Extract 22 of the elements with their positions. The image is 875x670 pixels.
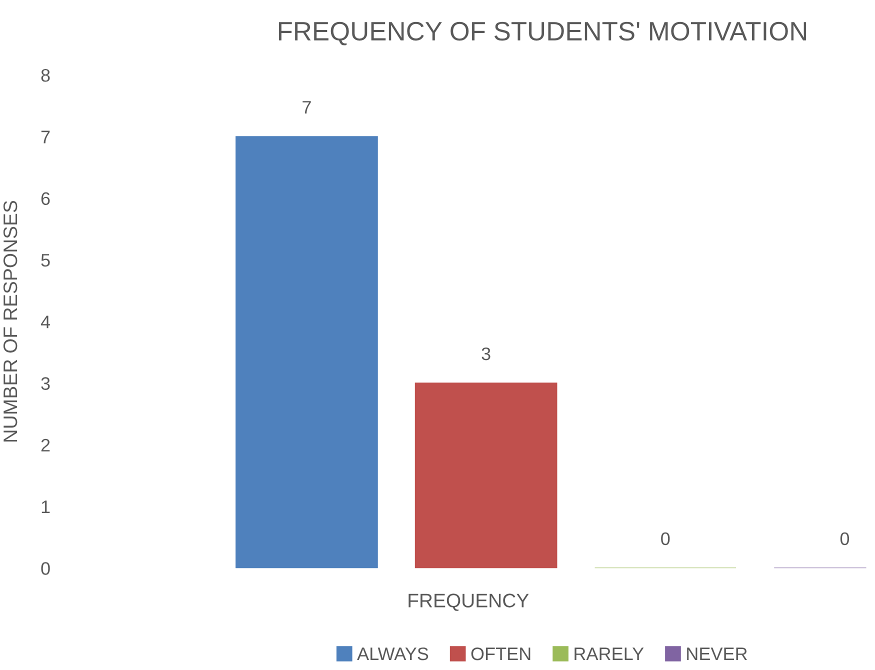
y-tick-label: 3: [41, 377, 50, 390]
y-tick-label: 6: [41, 192, 50, 206]
y-tick-label: 7: [41, 130, 50, 144]
data-label: 0: [840, 532, 850, 546]
bar: [236, 136, 378, 568]
y-axis-title: NUMBER OF RESPONSES: [3, 200, 18, 442]
data-label: 0: [661, 532, 670, 546]
legend-label: RARELY: [574, 648, 644, 660]
legend-label: ALWAYS: [357, 647, 428, 660]
y-tick-label: 2: [41, 438, 50, 452]
chart-title: FREQUENCY OF STUDENTS' MOTIVATION: [278, 22, 806, 46]
legend-label: NEVER: [687, 648, 747, 660]
y-tick-label: 1: [42, 500, 50, 514]
y-tick-label: 4: [40, 316, 50, 328]
y-tick-label: 8: [41, 68, 50, 82]
bar: [414, 382, 558, 568]
y-tick-label: 5: [41, 254, 50, 267]
y-tick-label: 0: [41, 562, 50, 575]
data-label: 7: [302, 101, 311, 114]
legend-label: OFTEN: [471, 647, 530, 660]
x-axis-title: FREQUENCY: [408, 594, 529, 611]
data-label: 3: [482, 347, 490, 360]
